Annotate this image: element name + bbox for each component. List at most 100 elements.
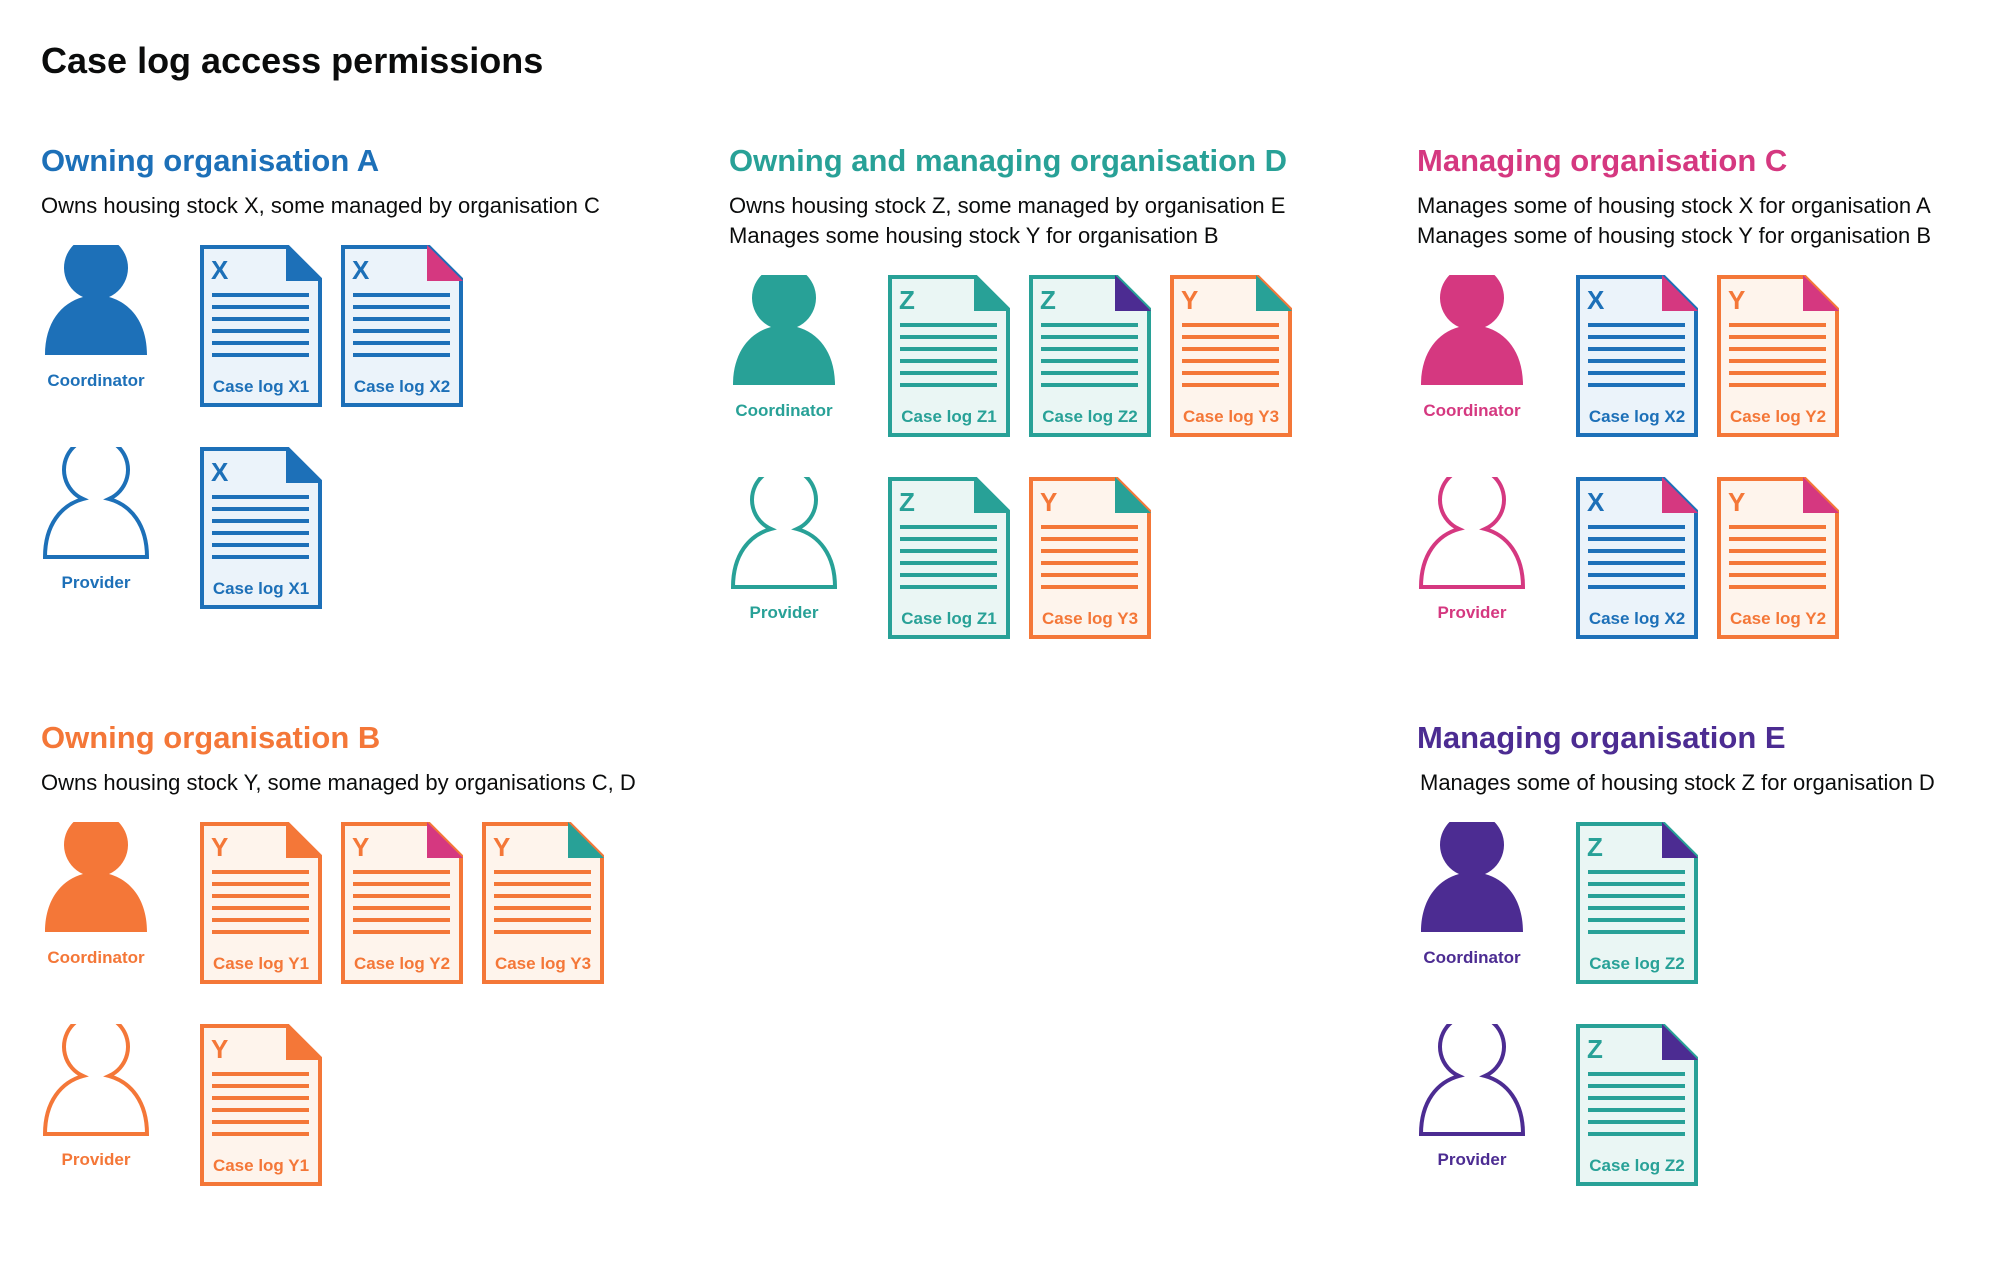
document-label: Case log Y2 (1730, 407, 1826, 426)
case-log-document-icon[interactable]: Y Case log Y3 (482, 822, 604, 984)
document-line (1588, 383, 1685, 387)
document-fold-corner (286, 1024, 322, 1060)
case-log-document-icon[interactable]: Z Case log Z1 (888, 275, 1010, 437)
case-log-document-icon[interactable]: Z Case log Z1 (888, 477, 1010, 639)
document-line (1041, 347, 1138, 351)
person-shape (1421, 822, 1523, 932)
org-heading: Owning and managing organisation D (729, 143, 1288, 178)
case-log-document-icon[interactable]: Y Case log Y3 (1170, 275, 1292, 437)
document-fold-corner (1115, 275, 1151, 311)
org-section: Owning and managing organisation D Owns h… (729, 141, 1389, 679)
document-outline (888, 275, 1010, 437)
case-log-document-icon[interactable]: Z Case log Z2 (1576, 822, 1698, 984)
document-line (1588, 1096, 1685, 1100)
case-log-document-icon[interactable]: Z Case log Z2 (1029, 275, 1151, 437)
case-log-document-icon[interactable]: X Case log X2 (1576, 275, 1698, 437)
document-letter: X (1587, 487, 1605, 517)
document-line (1041, 525, 1138, 529)
document-letter: X (1587, 285, 1605, 315)
document-outline (1717, 477, 1839, 639)
document-outline (200, 447, 322, 609)
document-letter: Y (1181, 285, 1198, 315)
case-log-document-icon[interactable]: Y Case log Y2 (341, 822, 463, 984)
document-fold-corner (1256, 275, 1292, 311)
document-line (1182, 371, 1279, 375)
org-heading: Managing organisation C (1417, 143, 1788, 178)
document-line (1041, 323, 1138, 327)
document-line (900, 549, 997, 553)
person-shape (1418, 1024, 1526, 1136)
case-log-document-icon[interactable]: Y Case log Y1 (200, 1024, 322, 1186)
role-row: Coordinator Z Case log Z2 (1417, 822, 2000, 984)
document-letter: Z (899, 285, 915, 315)
document-fold-corner (1803, 477, 1839, 513)
roles: Coordinator Z Case log Z1 Z Case log Z2 Y Case… (729, 275, 1389, 639)
document-line (1588, 1120, 1685, 1124)
document-label: Case log X2 (1589, 407, 1685, 426)
document-fold-corner (1662, 477, 1698, 513)
document-label: Case log Y2 (354, 954, 450, 973)
document-fold-corner (286, 447, 322, 483)
document-line (1729, 335, 1826, 339)
document-letter: X (211, 457, 229, 487)
document-letter: Y (1040, 487, 1057, 517)
case-log-document-icon[interactable]: Y Case log Y2 (1717, 275, 1839, 437)
roles: Coordinator Y Case log Y1 Y Case log Y2 Y Case… (41, 822, 701, 1186)
org-section: Owning organisation B Owns housing stock … (41, 718, 701, 1226)
document-line (353, 353, 450, 357)
document-line (1729, 371, 1826, 375)
person-filled-icon (45, 245, 147, 355)
document-line (212, 1132, 309, 1136)
document-label: Case log Z1 (901, 609, 996, 628)
document-fold-corner (286, 245, 322, 281)
description-line: Manages some of housing stock X for orga… (1417, 193, 1931, 218)
document-line (1588, 323, 1685, 327)
document-letter: Y (211, 832, 228, 862)
org-section: Managing organisation C Manages some of h… (1417, 141, 2000, 679)
person-filled-icon (733, 275, 835, 385)
case-log-document-icon[interactable]: X Case log X2 (1576, 477, 1698, 639)
document-outline (482, 822, 604, 984)
case-log-document-icon[interactable]: Y Case log Y2 (1717, 477, 1839, 639)
document-line (900, 383, 997, 387)
role-row: Coordinator Y Case log Y1 Y Case log Y2 Y Case… (41, 822, 701, 984)
case-log-document-icon[interactable]: X Case log X2 (341, 245, 463, 407)
person-filled-icon (1421, 275, 1523, 385)
document-label: Case log Y3 (495, 954, 591, 973)
role-row: Provider Z Case log Z2 (1417, 1024, 2000, 1186)
document-outline (1576, 822, 1698, 984)
document-label: Case log Y1 (213, 1156, 309, 1175)
document-label: Case log Y3 (1183, 407, 1279, 426)
document-line (900, 371, 997, 375)
case-log-document-icon[interactable]: Y Case log Y3 (1029, 477, 1151, 639)
document-letter: Z (1040, 285, 1056, 315)
document-letter: Y (1728, 487, 1745, 517)
case-log-document-icon[interactable]: X Case log X1 (200, 245, 322, 407)
role-row: Provider Y Case log Y1 (41, 1024, 701, 1186)
document-outline (1576, 275, 1698, 437)
person-shape (45, 822, 147, 932)
document-outline (200, 245, 322, 407)
document-line (1041, 335, 1138, 339)
case-log-document-icon[interactable]: Z Case log Z2 (1576, 1024, 1698, 1186)
document-line (494, 870, 591, 874)
document-label: Case log Y1 (213, 954, 309, 973)
document-letter: Y (493, 832, 510, 862)
document-line (1588, 1132, 1685, 1136)
document-line (353, 882, 450, 886)
case-log-document-icon[interactable]: X Case log X1 (200, 447, 322, 609)
document-line (212, 543, 309, 547)
document-line (494, 906, 591, 910)
roles: Coordinator Z Case log Z2 Provider Z Case log… (1417, 822, 2000, 1186)
document-line (212, 531, 309, 535)
role-row: Provider X Case log X1 (41, 447, 701, 609)
document-line (353, 906, 450, 910)
document-line (1729, 585, 1826, 589)
case-log-document-icon[interactable]: Y Case log Y1 (200, 822, 322, 984)
document-line (1588, 335, 1685, 339)
document-line (900, 585, 997, 589)
document-outline (1717, 275, 1839, 437)
document-letter: Y (1728, 285, 1745, 315)
role-row: Provider X Case log X2 Y Case log Y2 (1417, 477, 2000, 639)
document-line (212, 1108, 309, 1112)
